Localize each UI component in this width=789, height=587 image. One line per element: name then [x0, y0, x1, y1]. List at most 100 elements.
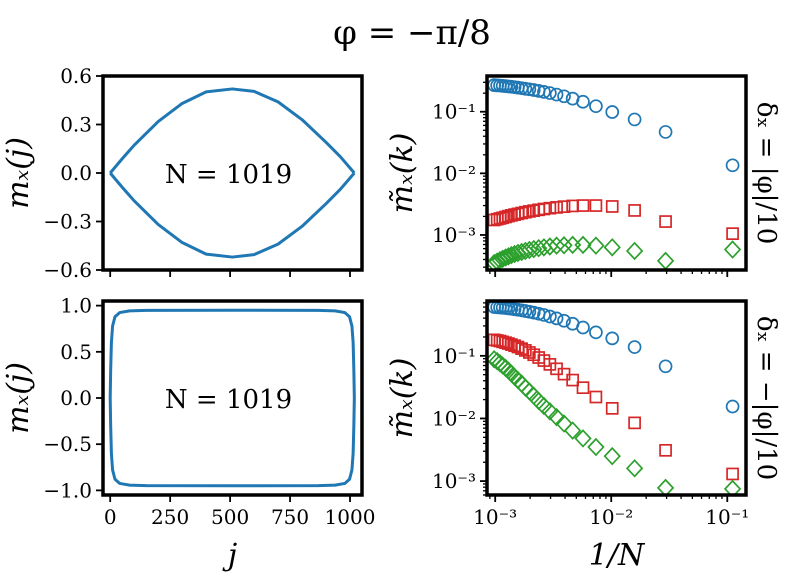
data-point-k2	[576, 381, 590, 395]
y-tick-label: 10⁻¹	[432, 344, 476, 368]
y-axis-label: m̃ₓ(k)	[385, 358, 420, 439]
x-tick-label: 250	[151, 505, 189, 529]
data-point-k2	[726, 467, 739, 481]
data-point-k1	[543, 309, 557, 324]
x-axis-label: j	[222, 538, 237, 573]
data-point-k1	[605, 331, 620, 346]
data-point-k1	[725, 158, 740, 173]
data-point-k1	[557, 313, 571, 328]
data-point-k1	[543, 86, 557, 100]
data-point-k2	[605, 200, 619, 213]
axes-frame	[485, 299, 748, 497]
y-axis-label: m̃ₓ(k)	[385, 133, 420, 214]
panel-bottom-left: −1.0 −0.5 0.0 0.5 1.0 0 250 500 750 1000 N = 1019 m…	[1, 294, 375, 573]
x-tick-label: 10⁻³	[473, 505, 517, 529]
data-point-k3	[587, 236, 605, 255]
data-point-k3	[563, 421, 582, 440]
side-label: δₓ = |φ|/10	[751, 102, 781, 245]
data-point-k2	[628, 416, 641, 430]
data-point-k2	[659, 443, 672, 457]
data-point-k3	[587, 437, 605, 457]
panel-bottom-right: 10⁻³ 10⁻² 10⁻¹ 10⁻³ 10⁻² 10⁻¹ m̃ₓ(k) 1/N δₓ = −|…	[385, 299, 781, 573]
x-tick-label: 10⁻¹	[705, 505, 749, 529]
y-tick-label: 0.6	[60, 64, 92, 88]
data-point-k3	[555, 236, 573, 255]
x-tick-label: 500	[211, 505, 249, 529]
data-point-k3	[505, 244, 524, 264]
series-line-0	[109, 87, 356, 174]
data-point-k1	[658, 359, 673, 374]
y-tick-label: −1.0	[43, 478, 92, 502]
data-point-k1	[658, 125, 673, 139]
y-tick-label: 1.0	[60, 294, 92, 318]
data-point-k3	[541, 237, 559, 256]
y-tick-label: 0.0	[60, 161, 92, 185]
data-point-k1	[605, 105, 620, 119]
plot-area	[108, 308, 356, 488]
data-point-k2	[576, 199, 590, 212]
y-axis-label: mₓ(j)	[1, 137, 36, 209]
series-line-0	[108, 308, 356, 399]
data-point-k3	[525, 239, 543, 259]
panel-top-left: −0.6 −0.3 0.0 0.3 0.6 N = 1019 mₓ(j)	[1, 64, 364, 282]
data-point-k3	[535, 396, 553, 416]
y-tick-label: 10⁻²	[432, 161, 476, 185]
data-point-k3	[723, 479, 742, 495]
data-point-k3	[555, 414, 573, 433]
data-point-k3	[547, 407, 566, 427]
data-point-k1	[576, 94, 590, 109]
data-point-k3	[723, 240, 742, 259]
data-point-k3	[494, 249, 512, 269]
data-point-k3	[496, 248, 515, 267]
series-line-1	[108, 397, 356, 488]
annotation-n: N = 1019	[165, 385, 292, 415]
data-point-k1	[589, 325, 603, 340]
y-tick-label: 10⁻³	[432, 223, 476, 247]
x-tick-label: 1000	[325, 505, 376, 529]
data-point-k1	[627, 340, 642, 354]
data-point-k3	[541, 402, 559, 421]
axes-frame	[101, 299, 364, 497]
data-point-k3	[520, 240, 539, 260]
data-point-k2	[519, 344, 532, 357]
data-point-k3	[625, 459, 644, 478]
data-point-k1	[725, 399, 740, 414]
side-label: δₓ = −|φ|/10	[751, 316, 781, 480]
data-point-k3	[487, 253, 503, 270]
y-tick-label: 0.3	[60, 113, 92, 137]
data-point-k2	[515, 342, 528, 356]
data-point-k3	[574, 235, 592, 255]
data-point-k3	[625, 241, 644, 261]
data-point-k3	[656, 251, 675, 270]
y-tick-label: 0.5	[60, 340, 92, 364]
data-point-k1	[522, 82, 537, 97]
data-point-k1	[557, 89, 571, 104]
data-point-k1	[576, 320, 590, 335]
plot-area	[487, 301, 742, 495]
data-point-k2	[550, 201, 563, 214]
data-point-k1	[526, 83, 541, 97]
panel-top-right: 10⁻³ 10⁻² 10⁻¹ m̃ₓ(k) δₓ = |φ|/10	[385, 74, 781, 277]
data-point-k3	[574, 429, 592, 448]
data-point-k2	[659, 215, 672, 228]
x-tick-label: 750	[271, 505, 309, 529]
x-tick-label: 0	[104, 505, 117, 529]
data-point-k2	[589, 390, 603, 404]
y-tick-label: 10⁻²	[432, 406, 476, 430]
data-point-k3	[502, 245, 521, 265]
axes-frame	[101, 74, 364, 272]
data-point-k2	[557, 200, 571, 214]
y-tick-label: −0.5	[43, 432, 92, 456]
data-point-k1	[549, 311, 564, 326]
figure-title: φ = −π/8	[333, 13, 491, 53]
data-point-k1	[549, 87, 564, 102]
data-point-k3	[499, 247, 518, 266]
x-tick-label: 10⁻²	[589, 505, 633, 529]
data-point-k2	[543, 358, 557, 371]
data-point-k1	[537, 85, 551, 99]
y-tick-label: 10⁻¹	[432, 100, 476, 124]
data-point-k2	[589, 199, 603, 212]
data-point-k1	[537, 308, 551, 322]
data-point-k3	[656, 478, 675, 495]
